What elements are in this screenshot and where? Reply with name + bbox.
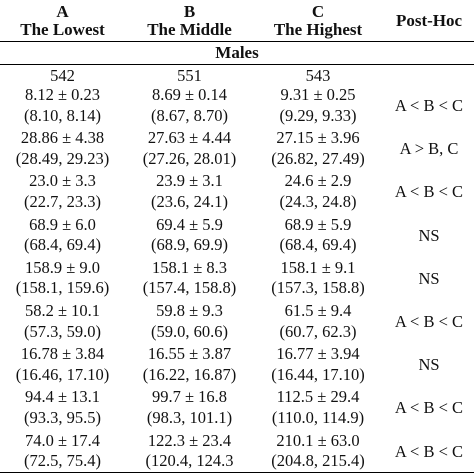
header-group-c: C The Highest bbox=[258, 3, 378, 39]
posthoc-cell: A < B < C bbox=[394, 182, 464, 202]
cell-c-ci: (68.4, 69.4) bbox=[279, 235, 357, 255]
header-a-letter: A bbox=[56, 2, 69, 21]
cell-c-value: 61.5 ± 9.4 bbox=[284, 301, 352, 320]
header-b-label: The Middle bbox=[147, 20, 232, 39]
count-b: 551 bbox=[177, 66, 202, 85]
posthoc-cell: A < B < C bbox=[394, 398, 464, 418]
cell-c-value: 16.77 ± 3.94 bbox=[276, 344, 360, 364]
cell-b-ci: (68.9, 69.9) bbox=[151, 235, 228, 255]
cell-a-value: 58.2 ± 10.1 bbox=[24, 301, 101, 320]
posthoc-cell: NS bbox=[418, 268, 440, 288]
cell-a-value: 68.9 ± 6.0 bbox=[29, 214, 96, 234]
posthoc-cell: A < B < C bbox=[394, 441, 464, 461]
cell-a-ci: (28.49, 29.23) bbox=[15, 148, 110, 168]
cell-c-value: 68.9 ± 5.9 bbox=[284, 214, 352, 234]
cell-a-value: 158.9 ± 9.0 bbox=[24, 257, 101, 277]
cell-b-ci: (59.0, 60.6) bbox=[151, 321, 228, 341]
cell-c-ci: (110.0, 114.9) bbox=[271, 407, 365, 427]
cell-b-ci: (157.4, 158.8) bbox=[142, 278, 237, 298]
cell-b-ci: (27.26, 28.01) bbox=[142, 148, 237, 168]
cell-b-ci: (120.4, 124.3 bbox=[145, 451, 234, 471]
header-b-letter: B bbox=[183, 2, 196, 21]
cell-c-value: 24.6 ± 2.9 bbox=[284, 171, 352, 191]
cell-b-ci: (8.67, 8.70) bbox=[151, 105, 228, 125]
cell-b-ci: (16.22, 16.87) bbox=[142, 364, 237, 384]
posthoc-cell: NS bbox=[418, 355, 440, 375]
cell-b-ci: (23.6, 24.1) bbox=[151, 191, 228, 211]
cell-a-ci: (22.7, 23.3) bbox=[24, 191, 101, 211]
cell-b-value: 99.7 ± 16.8 bbox=[151, 387, 228, 407]
cell-a-value: 8.12 ± 0.23 bbox=[24, 85, 101, 104]
header-c-label: The Highest bbox=[273, 20, 363, 39]
bottom-rule bbox=[0, 472, 474, 473]
cell-a-value: 23.0 ± 3.3 bbox=[29, 171, 96, 191]
header-rule bbox=[0, 41, 474, 42]
cell-c-ci: (26.82, 27.49) bbox=[271, 148, 365, 168]
cell-c-value: 27.15 ± 3.96 bbox=[276, 128, 360, 148]
cell-c-ci: (60.7, 62.3) bbox=[279, 321, 357, 341]
cell-c-ci: (16.44, 17.10) bbox=[271, 364, 365, 384]
cell-c-ci: (24.3, 24.8) bbox=[279, 191, 357, 211]
posthoc-cell: A < B < C bbox=[394, 96, 464, 115]
count-a: 542 bbox=[50, 66, 75, 85]
cell-b-value: 27.63 ± 4.44 bbox=[147, 128, 232, 148]
cell-b-value: 23.9 ± 3.1 bbox=[156, 171, 223, 191]
cell-a-ci: (72.5, 75.4) bbox=[24, 451, 101, 471]
posthoc-cell: A > B, C bbox=[399, 139, 459, 159]
cell-a-ci: (57.3, 59.0) bbox=[24, 321, 101, 341]
cell-b-value: 158.1 ± 8.3 bbox=[151, 257, 228, 277]
posthoc-cell: A < B < C bbox=[394, 312, 464, 331]
header-posthoc-label: Post-Hoc bbox=[395, 11, 463, 30]
header-c-letter: C bbox=[311, 2, 325, 21]
cell-a-value: 16.78 ± 3.84 bbox=[20, 344, 105, 364]
cell-c-ci: (204.8, 215.4) bbox=[271, 451, 365, 471]
cell-b-value: 69.4 ± 5.9 bbox=[156, 214, 223, 234]
cell-a-ci: (68.4, 69.4) bbox=[24, 235, 101, 255]
header-group-b: B The Middle bbox=[127, 3, 252, 39]
cell-a-ci: (8.10, 8.14) bbox=[24, 105, 101, 125]
cell-b-value: 122.3 ± 23.4 bbox=[147, 430, 232, 450]
cell-a-value: 94.4 ± 13.1 bbox=[24, 387, 101, 407]
cell-c-ci: (157.3, 158.8) bbox=[271, 278, 365, 298]
cell-b-ci: (98.3, 101.1) bbox=[146, 407, 233, 427]
header-group-a: A The Lowest bbox=[0, 3, 125, 39]
cell-c-value: 158.1 ± 9.1 bbox=[280, 257, 356, 277]
cell-a-value: 28.86 ± 4.38 bbox=[20, 128, 105, 148]
cell-c-value: 112.5 ± 29.4 bbox=[276, 387, 360, 407]
section-label-males: Males bbox=[215, 43, 259, 62]
cell-b-value: 59.8 ± 9.3 bbox=[156, 301, 223, 320]
header-posthoc: Post-Hoc bbox=[384, 12, 474, 30]
cell-a-ci: (16.46, 17.10) bbox=[15, 364, 110, 384]
cell-b-value: 16.55 ± 3.87 bbox=[147, 344, 232, 364]
cell-a-value: 74.0 ± 17.4 bbox=[24, 430, 101, 450]
cell-a-ci: (158.1, 159.6) bbox=[15, 278, 110, 298]
cell-c-value: 210.1 ± 63.0 bbox=[276, 430, 360, 450]
cell-c-value: 9.31 ± 0.25 bbox=[280, 85, 356, 104]
posthoc-cell: NS bbox=[418, 225, 440, 245]
count-c: 543 bbox=[305, 66, 331, 85]
header-a-label: The Lowest bbox=[20, 20, 105, 39]
cell-a-ci: (93.3, 95.5) bbox=[24, 407, 101, 427]
cell-c-ci: (9.29, 9.33) bbox=[279, 105, 357, 125]
cell-b-value: 8.69 ± 0.14 bbox=[151, 85, 228, 104]
section-rule bbox=[0, 64, 474, 65]
